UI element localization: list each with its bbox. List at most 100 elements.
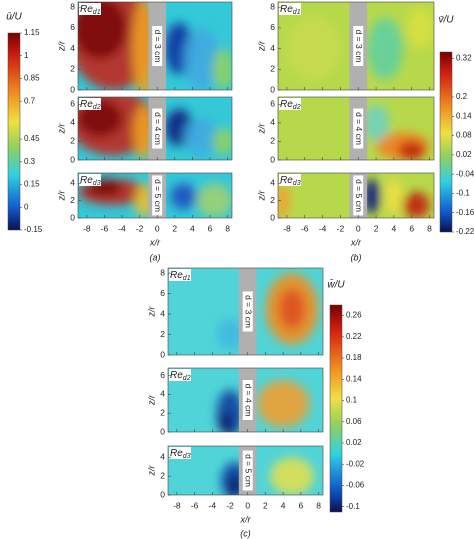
field-blob [183, 118, 219, 156]
field-blob [367, 17, 403, 80]
y-tick-label: 0 [70, 84, 75, 94]
field-blob [402, 192, 430, 218]
re-text: Re [170, 370, 183, 381]
y-tick-label: 6 [160, 370, 165, 380]
gap-label: d = 5 cm [354, 179, 364, 212]
x-tick-label: 2 [172, 223, 177, 233]
frame [167, 367, 324, 433]
x-tick-label: -4 [319, 223, 327, 233]
y-tick-label: 4 [70, 43, 75, 53]
colorbar-tick-label: -0.15 [24, 225, 43, 234]
re-text: Re [80, 4, 93, 15]
gap-label-box [242, 291, 253, 332]
gap-label-box [353, 108, 364, 149]
y-tick-label: 4 [70, 117, 75, 127]
y-tick-label: 4 [270, 117, 275, 127]
y-tick-label: 0 [270, 154, 275, 164]
re-text: Re [80, 99, 93, 110]
re-text: Re [280, 99, 293, 110]
field-blob [398, 141, 426, 160]
colorbar-tick-label: -0.22 [456, 227, 474, 236]
re-box [79, 98, 101, 110]
field-blob [196, 183, 232, 218]
re-label: Red2 [280, 99, 301, 111]
colorbar-tick-label: 0.85 [24, 74, 40, 83]
y-tick-label: 2 [70, 64, 75, 74]
colorbar-tick-label: 0.32 [456, 54, 472, 63]
field-blobs [216, 380, 310, 432]
field-blob [212, 127, 232, 156]
re-box [279, 3, 301, 15]
y-tick-label: 2 [160, 407, 165, 417]
y-tick-label: 8 [160, 267, 165, 277]
re-label: Red2 [80, 99, 101, 111]
re-text: Re [280, 4, 293, 15]
colorbar-tick-label: 0.3 [24, 157, 36, 166]
field-blob [256, 380, 310, 428]
colorbar-tick-label: -0.04 [456, 169, 474, 178]
re-label: Red3 [80, 175, 101, 187]
panel-label: (a) [150, 252, 161, 262]
x-tick-label: -8 [173, 500, 181, 510]
x-tick-label: 8 [225, 223, 230, 233]
field-blob [218, 413, 233, 432]
re-sub: d2 [183, 375, 191, 382]
x-tick-label: 2 [263, 500, 268, 510]
x-tick-label: 6 [298, 500, 303, 510]
field-blob [170, 183, 197, 210]
y-axis-label: z/r [146, 394, 156, 406]
y-tick-label: 6 [70, 22, 75, 32]
x-tick-label: 2 [374, 223, 379, 233]
x-tick-label: -6 [191, 500, 199, 510]
x-axis-label: x/r [149, 237, 161, 247]
x-tick-label: -6 [301, 223, 309, 233]
y-axis-label: z/r [256, 189, 266, 201]
y-tick-label: 4 [160, 389, 165, 399]
y-axis-label: z/r [56, 40, 66, 52]
gap-label: d = 4 cm [153, 112, 163, 145]
field-blob [407, 7, 434, 49]
y-tick-label: 6 [270, 22, 275, 32]
gap-label: d = 4 cm [354, 112, 364, 145]
re-label: Red2 [170, 370, 191, 382]
gap-label-box [152, 26, 163, 66]
gap-label-box [152, 175, 163, 216]
re-label: Red1 [170, 270, 191, 282]
x-tick-label: 0 [356, 223, 361, 233]
colorbar-tick-label: -0.16 [456, 208, 474, 217]
field-blob [216, 319, 244, 350]
frame [167, 267, 324, 356]
colorbar-tick-label: 0.7 [24, 96, 36, 105]
y-tick-label: 8 [70, 1, 75, 11]
colorbar-label: ū/U [6, 12, 22, 23]
y-tick-label: 0 [270, 212, 275, 222]
gap-label-box [242, 450, 253, 491]
gap-label-box [353, 175, 364, 216]
re-text: Re [170, 270, 183, 281]
y-tick-label: 6 [270, 99, 275, 109]
frame [77, 1, 233, 91]
re-sub: d1 [183, 275, 191, 282]
colorbar-tick-label: -0.06 [346, 481, 365, 490]
field-blob [286, 17, 341, 80]
x-tick-label: 4 [392, 223, 397, 233]
field-blob [212, 48, 232, 90]
re-sub: d2 [293, 104, 301, 111]
x-tick-label: 4 [281, 500, 286, 510]
y-tick-label: 4 [270, 178, 275, 188]
gap-label: d = 3 cm [243, 295, 253, 328]
gap-label: d = 3 cm [354, 30, 364, 63]
colorbar-label: v̄/U [439, 15, 455, 26]
re-sub: d2 [93, 104, 101, 111]
field-blob [183, 27, 219, 90]
colorbar-tick-label: 0.02 [346, 438, 362, 447]
x-tick-label: -8 [283, 223, 291, 233]
colorbar [7, 32, 21, 231]
re-box [79, 174, 101, 186]
re-label: Red3 [170, 448, 191, 460]
y-tick-label: 0 [160, 489, 165, 499]
gap-label: d = 4 cm [243, 384, 253, 417]
colorbar-tick-label: -0.1 [346, 502, 360, 511]
frame [167, 445, 324, 496]
